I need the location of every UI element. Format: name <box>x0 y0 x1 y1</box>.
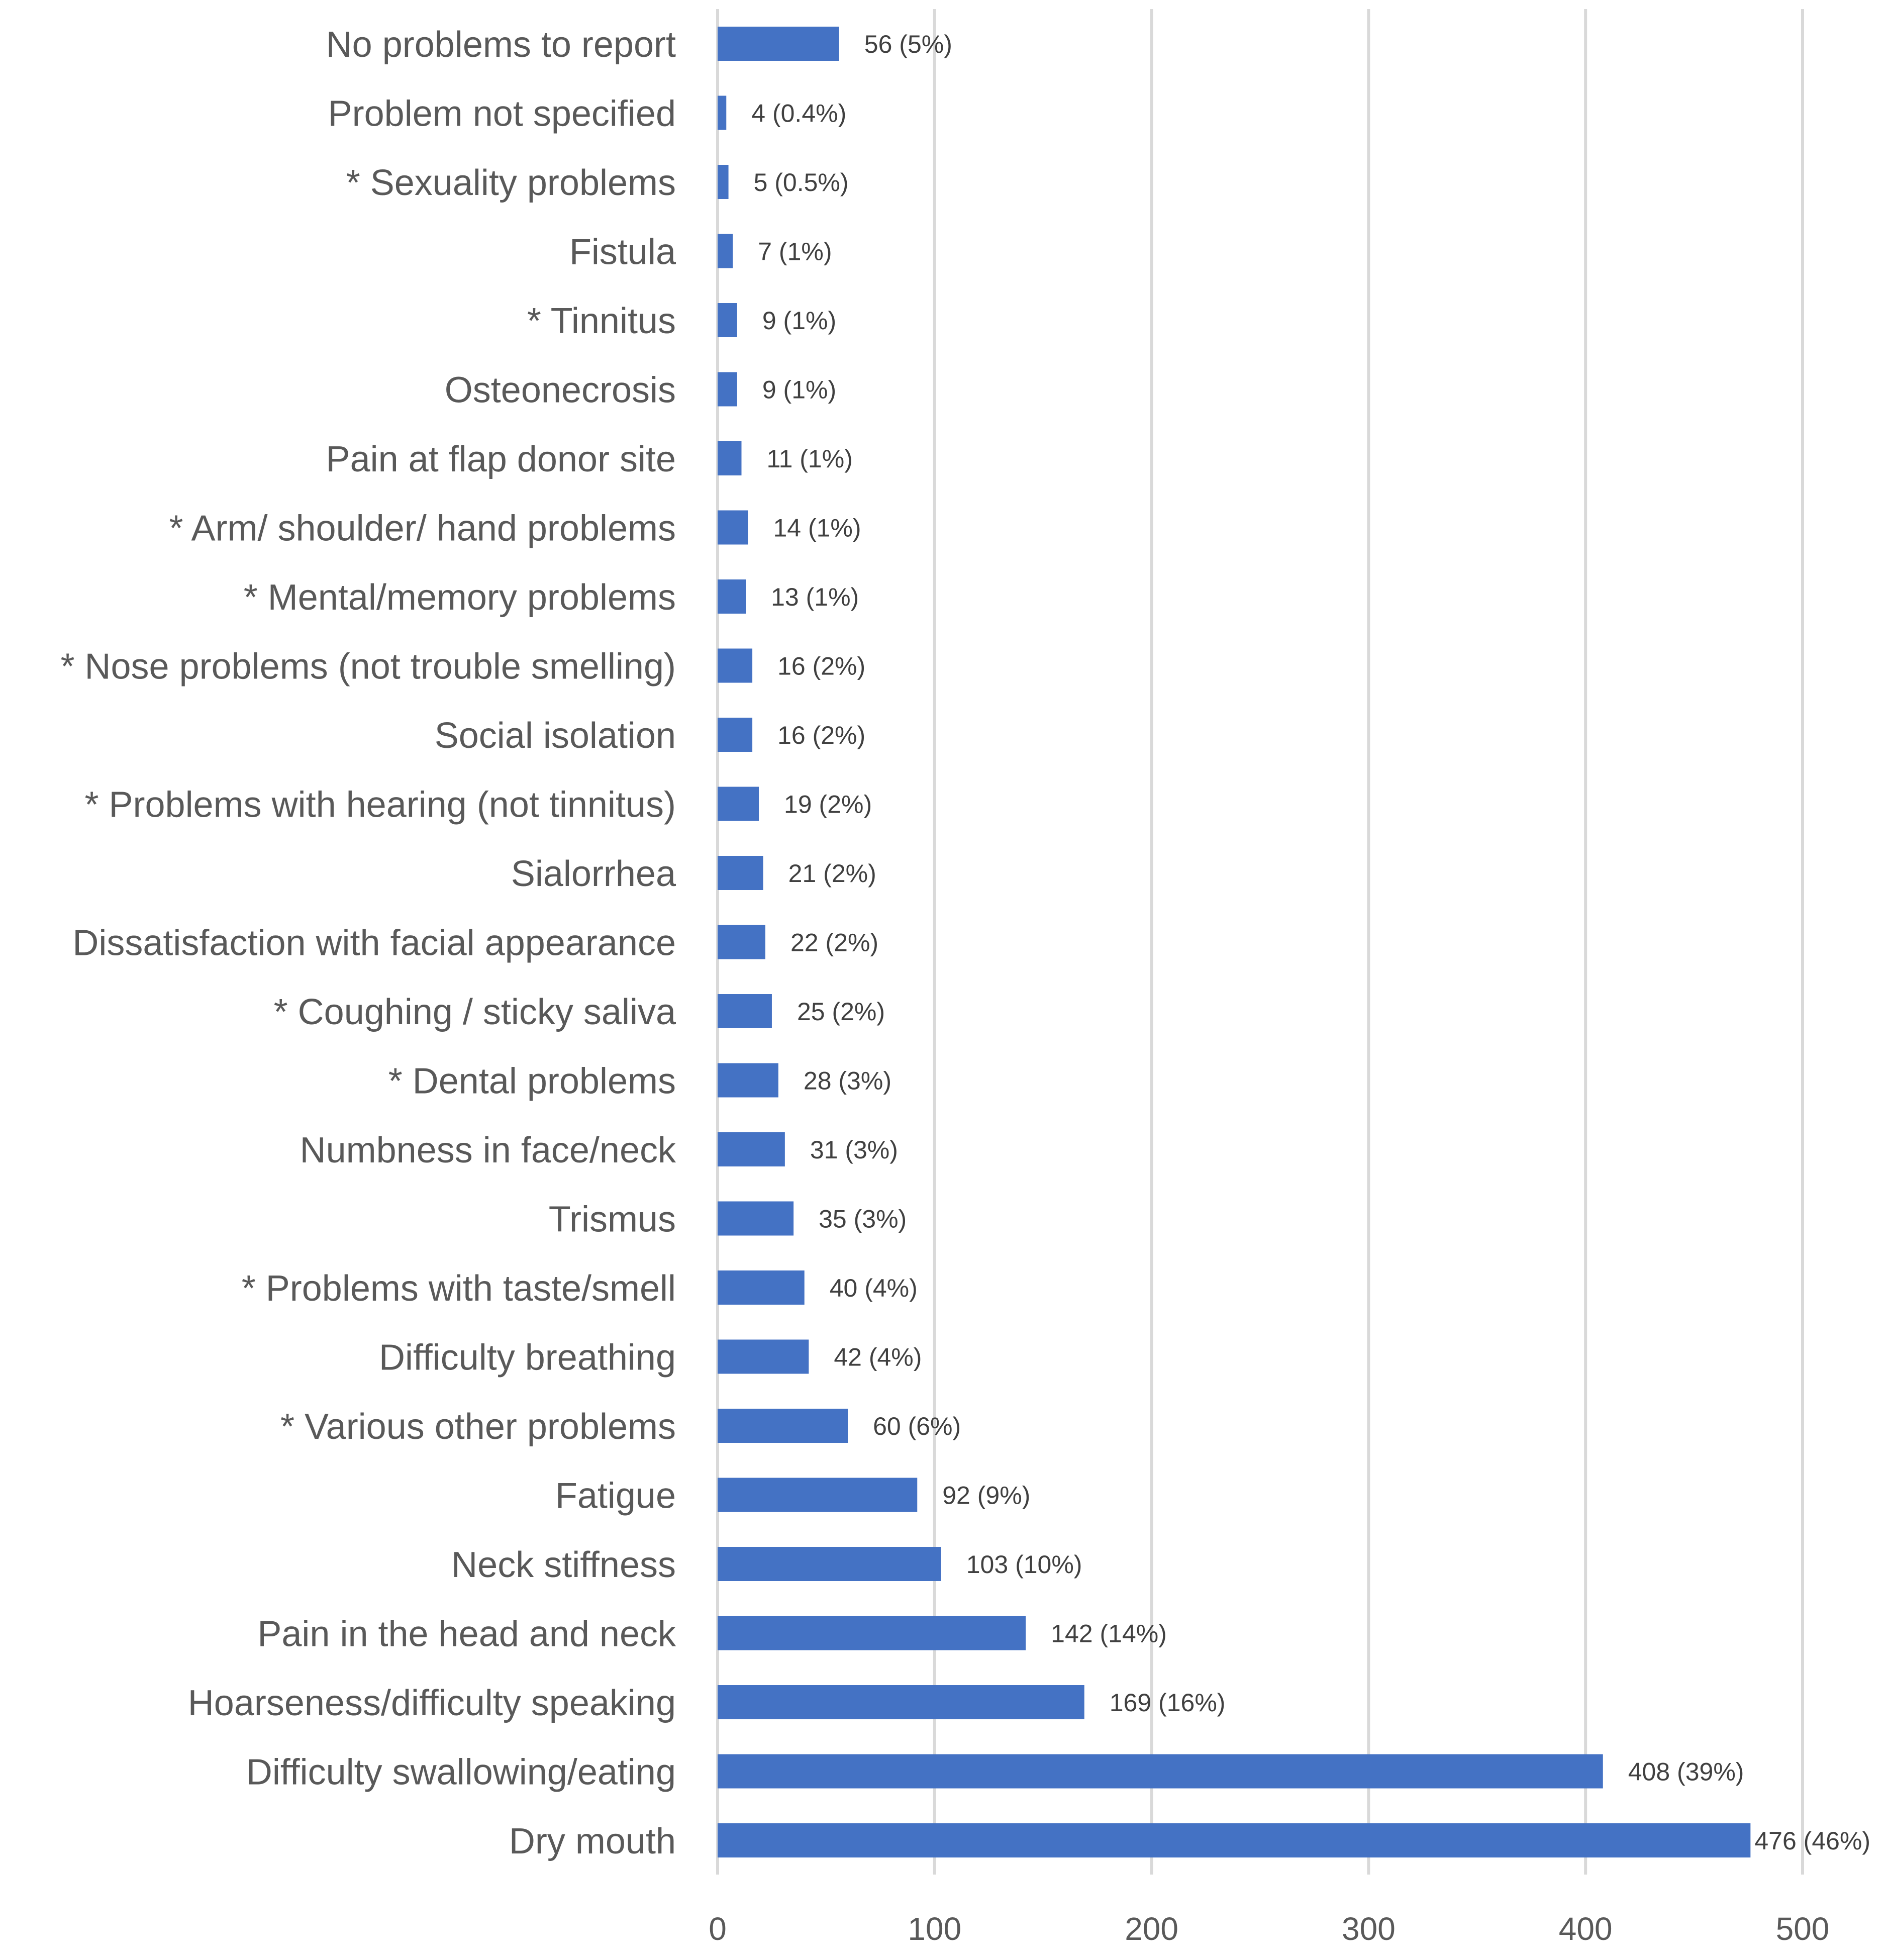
data-label: 92 (9%) <box>942 1482 1030 1510</box>
data-label: 56 (5%) <box>864 30 952 58</box>
data-label: 28 (3%) <box>804 1067 891 1095</box>
bar <box>718 1478 918 1512</box>
data-label: 22 (2%) <box>790 929 878 957</box>
category-label: Difficulty swallowing/eating <box>246 1752 676 1793</box>
category-label: * Mental/memory problems <box>244 577 676 618</box>
bar <box>718 27 839 61</box>
data-label: 19 (2%) <box>784 791 872 819</box>
category-label: Fistula <box>569 232 676 272</box>
data-label: 42 (4%) <box>834 1343 922 1371</box>
bar <box>718 1547 941 1581</box>
bar <box>718 1270 805 1305</box>
bar <box>718 925 765 959</box>
category-label: * Tinnitus <box>527 301 676 341</box>
x-tick-label: 100 <box>908 1911 961 1947</box>
bar <box>718 1339 809 1374</box>
data-label: 476 (46%) <box>1754 1827 1870 1855</box>
bar <box>718 1754 1603 1789</box>
bar <box>718 1823 1751 1857</box>
category-label: Dissatisfaction with facial appearance <box>72 923 676 963</box>
category-label: Numbness in face/neck <box>300 1130 676 1170</box>
data-label: 60 (6%) <box>873 1412 961 1440</box>
category-label: Social isolation <box>435 716 676 756</box>
bar <box>718 1685 1084 1719</box>
bar <box>718 1616 1026 1650</box>
x-tick-label: 400 <box>1559 1911 1613 1947</box>
category-label: * Problems with taste/smell <box>242 1268 676 1309</box>
bar <box>718 1063 778 1098</box>
data-label: 4 (0.4%) <box>751 100 846 128</box>
bar <box>718 510 748 545</box>
category-label: Trismus <box>549 1200 676 1240</box>
bar <box>718 1409 848 1443</box>
x-tick-label: 500 <box>1776 1911 1830 1947</box>
category-labels: No problems to report Problem not specifi… <box>60 25 676 1861</box>
data-label: 103 (10%) <box>966 1550 1082 1579</box>
bar <box>718 1132 785 1166</box>
category-label: Problem not specified <box>328 94 676 134</box>
data-label: 169 (16%) <box>1110 1689 1226 1717</box>
x-tick-label: 200 <box>1125 1911 1178 1947</box>
gridlines <box>716 9 1804 1875</box>
category-label: Hoarseness/difficulty speaking <box>188 1683 676 1723</box>
bar <box>718 787 759 821</box>
category-label: * Various other problems <box>280 1407 676 1447</box>
x-tick-label: 300 <box>1342 1911 1396 1947</box>
category-label: Pain at flap donor site <box>326 439 676 479</box>
bar <box>718 994 772 1028</box>
bar <box>718 441 742 475</box>
bar <box>718 648 753 683</box>
data-label: 16 (2%) <box>777 721 865 749</box>
category-label: No problems to report <box>326 25 676 65</box>
bar <box>718 95 727 130</box>
data-label: 5 (0.5%) <box>754 168 849 197</box>
category-label: * Nose problems (not trouble smelling) <box>60 647 676 687</box>
category-label: Pain in the head and neck <box>257 1614 676 1654</box>
category-label: Neck stiffness <box>451 1545 676 1585</box>
category-label: Fatigue <box>555 1476 676 1516</box>
data-label: 40 (4%) <box>830 1274 918 1302</box>
data-label: 7 (1%) <box>758 238 832 266</box>
bars <box>718 27 1751 1857</box>
category-label: * Problems with hearing (not tinnitus) <box>84 785 676 825</box>
x-axis-ticks: 0 100 200 300 400 500 <box>709 1911 1829 1947</box>
bar <box>718 718 753 752</box>
category-label: Sialorrhea <box>511 854 676 894</box>
bar <box>718 579 746 614</box>
bar <box>718 856 763 890</box>
category-label: * Arm/ shoulder/ hand problems <box>169 509 676 549</box>
data-label: 16 (2%) <box>777 652 865 680</box>
bar <box>718 372 737 407</box>
bar <box>718 165 729 199</box>
data-label: 14 (1%) <box>773 514 861 542</box>
x-tick-label: 0 <box>709 1911 727 1947</box>
data-label: 31 (3%) <box>810 1136 898 1164</box>
category-label: Osteonecrosis <box>445 370 676 411</box>
category-label: * Sexuality problems <box>346 163 676 203</box>
data-label: 9 (1%) <box>762 376 836 404</box>
data-label: 35 (3%) <box>819 1205 907 1233</box>
data-label: 13 (1%) <box>771 583 859 611</box>
category-label: * Coughing / sticky saliva <box>274 992 676 1032</box>
data-label: 142 (14%) <box>1051 1620 1167 1648</box>
bar <box>718 1201 794 1236</box>
data-label: 21 (2%) <box>788 859 876 888</box>
data-labels: 56 (5%) 4 (0.4%) 5 (0.5%) 7 (1%) 9 (1%) 9 (1%… <box>751 30 1870 1855</box>
data-label: 11 (1%) <box>766 445 852 473</box>
bar <box>718 303 737 337</box>
bar <box>718 234 733 268</box>
data-label: 408 (39%) <box>1628 1758 1744 1786</box>
data-label: 9 (1%) <box>762 307 836 335</box>
data-label: 25 (2%) <box>797 998 885 1026</box>
category-label: * Dental problems <box>388 1061 676 1102</box>
category-label: Difficulty breathing <box>379 1338 676 1378</box>
category-label: Dry mouth <box>509 1821 676 1861</box>
